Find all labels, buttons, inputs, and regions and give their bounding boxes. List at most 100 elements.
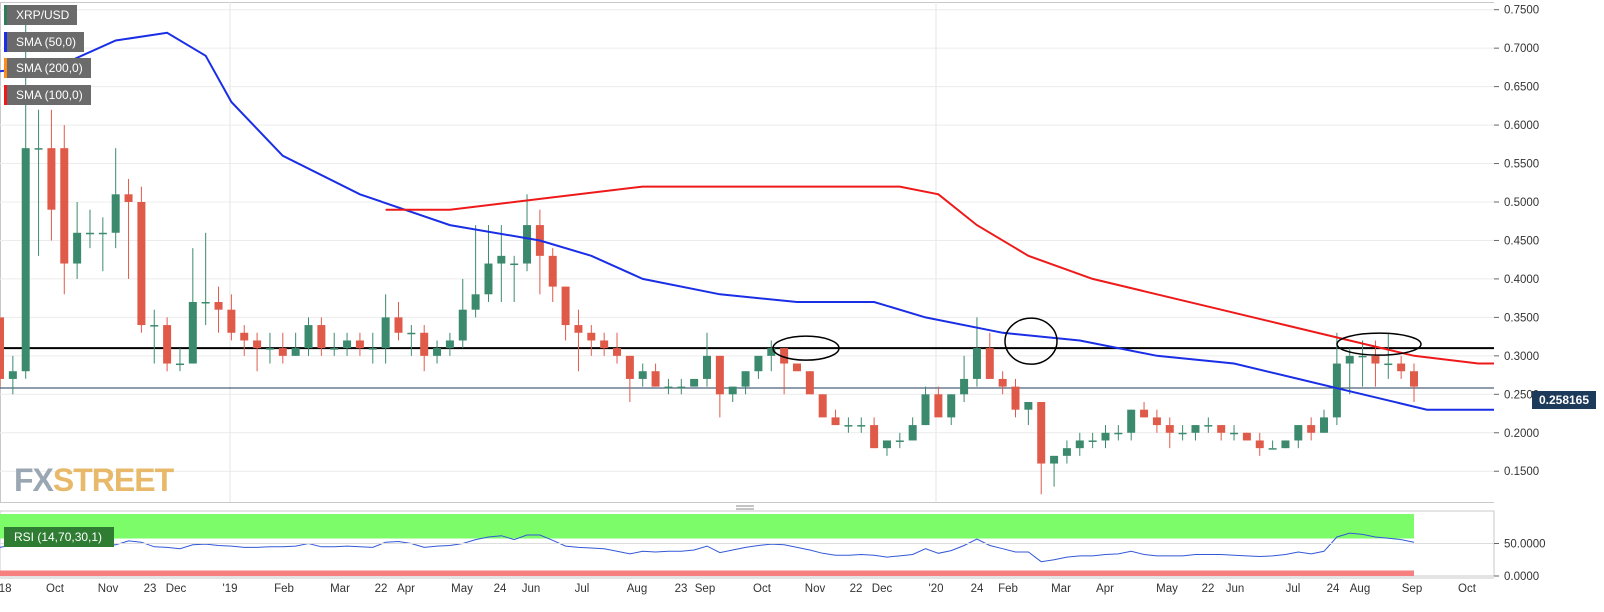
time-tick-label: Aug — [627, 583, 647, 595]
rsi-line — [0, 532, 1415, 563]
candle-down — [1217, 425, 1226, 433]
candle-down — [574, 325, 583, 333]
price-tick-label: 0.5000 — [1504, 197, 1539, 209]
candle-down — [253, 340, 262, 349]
candle-up — [895, 440, 904, 442]
time-tick-label: Oct — [1458, 583, 1477, 595]
sma50-swatch — [4, 32, 7, 52]
candle-down — [998, 378, 1007, 387]
symbol-legend[interactable]: XRP/USD — [4, 5, 78, 25]
time-tick-label: Mar — [330, 583, 350, 595]
candle-up — [728, 386, 737, 395]
candle-up — [381, 317, 390, 349]
candle-up — [471, 294, 480, 310]
candle-down — [227, 309, 236, 333]
candle-up — [921, 394, 930, 426]
rsi-legend[interactable]: RSI (14,70,30,1) — [4, 527, 114, 547]
candle-up — [1178, 432, 1187, 435]
price-tick-label: 0.5500 — [1504, 159, 1539, 171]
time-tick-label: Jun — [522, 583, 541, 595]
candle-down — [548, 255, 557, 287]
candle-up — [1127, 409, 1136, 433]
price-axis: 0.7500 0.7000 0.6500 0.6000 0.5500 0.5000 0.45… — [1494, 0, 1604, 612]
moving-averages — [0, 31, 1543, 411]
candle-up — [972, 348, 981, 379]
candle-up — [1332, 363, 1341, 418]
candle-up — [34, 148, 43, 150]
candle-up — [8, 371, 17, 379]
time-tick-label: 22 — [850, 583, 863, 595]
candle-down — [870, 425, 879, 449]
candle-up — [304, 325, 313, 349]
candle-down — [214, 302, 223, 310]
candle-down — [240, 332, 249, 341]
candle-up — [1281, 440, 1290, 449]
candle-up — [767, 348, 776, 356]
annotation-ellipse — [1004, 317, 1058, 365]
sma50-legend[interactable]: SMA (50,0) — [4, 32, 85, 52]
symbol-label: XRP/USD — [16, 8, 70, 22]
candle-up — [1062, 448, 1071, 456]
candle-down — [47, 148, 56, 210]
candlesticks — [0, 9, 1418, 495]
time-tick-label: Feb — [998, 583, 1018, 595]
candle-down — [0, 317, 4, 379]
sma100-label: SMA (100,0) — [16, 88, 83, 102]
time-tick-label: Dec — [872, 583, 893, 595]
time-tick-label: Sep — [695, 583, 715, 595]
time-tick-label: Nov — [805, 583, 826, 595]
time-tick-label: Sep — [1402, 583, 1422, 595]
price-tick-label: 0.7000 — [1504, 43, 1539, 55]
time-tick-label: '18 — [0, 583, 12, 595]
candle-up — [111, 194, 120, 233]
candle-up — [1384, 363, 1393, 366]
candle-down — [278, 348, 287, 356]
oversold-zone — [0, 570, 1414, 576]
price-tick-label: 0.1500 — [1504, 466, 1539, 478]
candle-down — [1152, 417, 1161, 426]
price-tick-label: 0.7500 — [1504, 5, 1539, 17]
candle-up — [188, 302, 197, 364]
time-tick-label: 23 — [675, 583, 688, 595]
candle-down — [613, 348, 622, 356]
candle-down — [1165, 425, 1174, 433]
candle-down — [1397, 363, 1406, 372]
candle-down — [715, 355, 724, 395]
sma100-legend[interactable]: SMA (100,0) — [4, 85, 91, 105]
candle-down — [1255, 440, 1264, 449]
sma200-legend[interactable]: SMA (200,0) — [4, 58, 91, 78]
candle-down — [163, 325, 172, 364]
candle-up — [1024, 402, 1033, 410]
price-tick-label: 0.2000 — [1504, 428, 1539, 440]
candle-up — [690, 378, 699, 387]
candle-down — [1307, 425, 1316, 433]
candle-down — [60, 148, 69, 264]
candle-down — [1140, 409, 1149, 418]
candle-up — [445, 340, 454, 349]
time-tick-label: 24 — [971, 583, 984, 595]
candle-down — [317, 325, 326, 349]
candle-up — [844, 425, 853, 427]
candle-up — [497, 255, 506, 264]
candle-up — [1101, 432, 1110, 441]
time-tick-label: May — [1156, 583, 1178, 595]
candle-up — [1358, 355, 1367, 358]
time-tick-label: 22 — [375, 583, 388, 595]
candle-up — [947, 394, 956, 418]
time-axis: '18 Oct Nov 23 Dec '19 Feb Mar 22 Apr May 24 Jun Jul A… — [0, 577, 1494, 595]
candle-down — [124, 194, 133, 202]
price-tick-label: 0.6500 — [1504, 82, 1539, 94]
fxstreet-logo: FXSTREET — [14, 462, 174, 499]
candle-up — [201, 302, 210, 304]
candle-up — [458, 309, 467, 341]
annotation-ellipse — [772, 335, 840, 361]
candle-up — [882, 440, 891, 449]
candle-up — [1294, 425, 1303, 441]
candle-up — [1191, 425, 1200, 433]
horizontal-lines — [0, 347, 1494, 389]
candle-up — [291, 348, 300, 356]
candle-up — [638, 371, 647, 379]
candle-down — [420, 332, 429, 356]
candle-down — [1410, 371, 1418, 387]
